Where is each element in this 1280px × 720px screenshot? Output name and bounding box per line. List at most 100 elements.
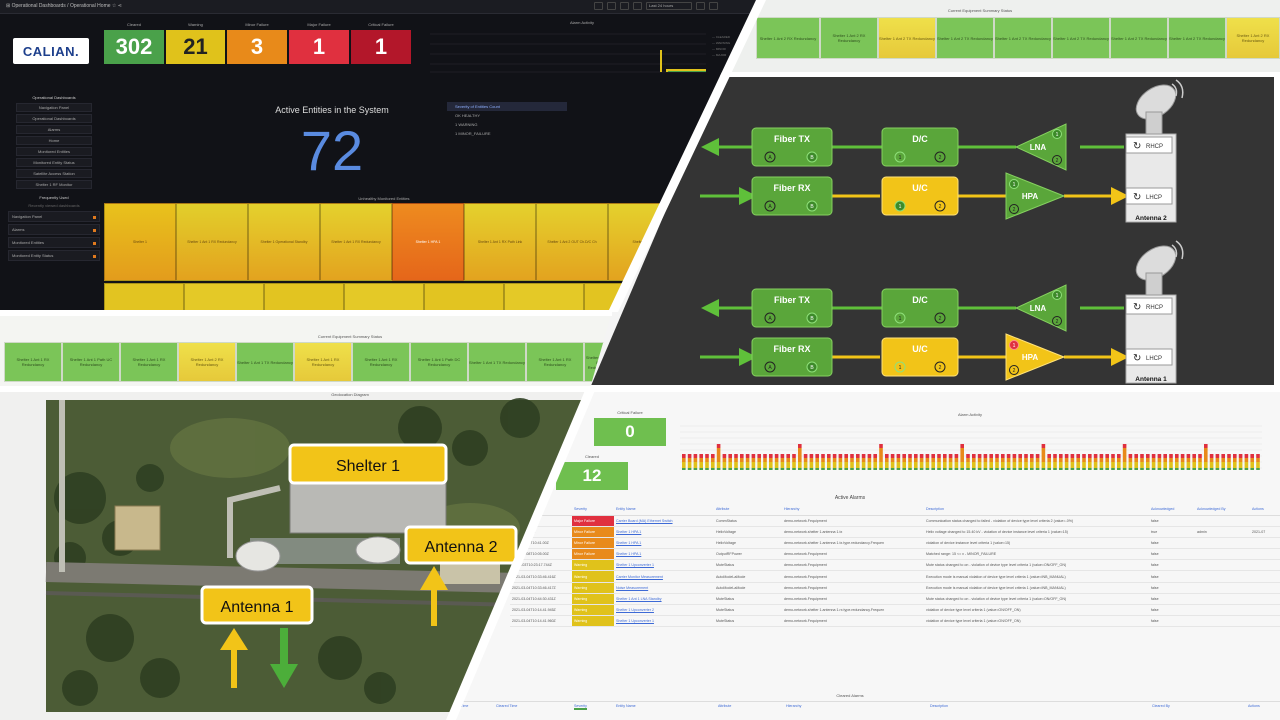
hpa-amplifier[interactable] xyxy=(1005,172,1066,220)
nav-item[interactable]: Shelter 1 RF Monitor xyxy=(16,180,92,189)
entity-name-link[interactable]: Carrier Monitor Measurement xyxy=(614,570,714,583)
uc-block[interactable] xyxy=(881,337,959,377)
summary-cell[interactable]: Shelter 1 Ant 2 RX Redundancy xyxy=(178,342,236,382)
column-header[interactable]: Hierarchy xyxy=(782,504,924,516)
heatmap-cell[interactable]: Shelter 1 Operational Standby xyxy=(248,203,320,281)
favorite-item[interactable]: Navigation Panel xyxy=(8,211,100,222)
column-header[interactable]: Cleared Time xyxy=(496,704,518,708)
table-row[interactable]: 2021-07-08T10:05.00Z Minor Failure Shelter… xyxy=(510,548,1280,561)
table-row[interactable]: 2021-03-04T10:33:46.416Z Warning Carrier M… xyxy=(510,570,1280,583)
summary-cell[interactable]: Shelter 1 Ant 1 RX Redundancy xyxy=(352,342,410,382)
tv-icon[interactable] xyxy=(633,2,642,10)
summary-cell[interactable]: Shelter 1 Ant 1 RX Redundancy xyxy=(4,342,62,382)
nav-item[interactable]: Monitored Entity Status xyxy=(16,158,92,167)
column-header[interactable]: Cleared By xyxy=(1152,704,1170,708)
table-row[interactable]: 2021-03-04T10:44:30.431Z Warning Shelter 1… xyxy=(510,593,1280,606)
nav-item[interactable]: Alarms xyxy=(16,125,92,134)
summary-cell[interactable]: Shelter 1 Ant 1 RX Redundancy xyxy=(294,342,352,382)
activity-bar xyxy=(1256,468,1260,470)
stat-critical-failure[interactable]: Critical Failure 1 xyxy=(351,20,411,66)
dc-block[interactable] xyxy=(881,288,959,328)
zoom-out-icon[interactable] xyxy=(696,2,705,10)
activity-bar xyxy=(751,468,756,470)
table-row[interactable]: 2021-07-08T10:41.00Z Minor Failure Shelter… xyxy=(510,537,1280,550)
nav-item[interactable]: Monitored Entities xyxy=(16,147,92,156)
column-header[interactable]: Acknowledged By xyxy=(1195,504,1250,516)
entity-name-link[interactable]: Shelter 1 Ant 1 LNA Standby xyxy=(614,593,714,606)
hpa-amplifier[interactable] xyxy=(1005,333,1066,381)
cleared-stat[interactable]: Cleared 12 xyxy=(556,454,628,490)
entity-name-link[interactable]: Shelter 1 Upconverter 1 xyxy=(614,559,714,572)
save-icon[interactable] xyxy=(607,2,616,10)
table-row[interactable]: 2021-03-04T10:14.41.960Z Warning Shelter 1… xyxy=(510,615,1280,628)
summary-cell[interactable]: Shelter 1 Ant 2 TX Redundancy xyxy=(878,17,936,59)
table-row[interactable]: 21-08-03T10:23:17.744Z Warning Shelter 1 U… xyxy=(510,559,1280,572)
favorite-item[interactable]: Alarms xyxy=(8,224,100,235)
entity-name-link[interactable]: Shelter 1 Upconverter 1 xyxy=(614,615,714,628)
antenna-1-label-box[interactable] xyxy=(200,585,314,625)
time-range-picker[interactable]: Last 24 hours xyxy=(646,2,692,10)
column-header[interactable]: Entity Name xyxy=(614,504,714,516)
dc-block[interactable] xyxy=(881,127,959,167)
summary-cell[interactable]: Shelter 1 Ant 2 RX Redundancy xyxy=(756,17,820,59)
favorite-item[interactable]: Monitored Entity Status xyxy=(8,250,100,261)
table-row[interactable]: 2021-03-04T10:33:46.417Z Warning Noise Mea… xyxy=(510,582,1280,594)
summary-cell[interactable]: Shelter 1 Ant 2 RX Redundancy xyxy=(820,17,878,59)
column-header[interactable]: Actions xyxy=(1250,504,1280,516)
column-header[interactable]: Severity xyxy=(574,704,587,710)
activity-bar xyxy=(885,468,889,470)
column-header[interactable]: Entity Name xyxy=(616,704,636,708)
favorite-item[interactable]: Monitored Entities xyxy=(8,237,100,248)
summary-cell[interactable]: Shelter 1 Ant 1 TX Redundancy xyxy=(236,342,294,382)
entity-name-link[interactable]: Shelter 1 HPA 1 xyxy=(614,548,714,561)
nav-item[interactable]: Satellite Access Station xyxy=(16,169,92,178)
heatmap-cell[interactable]: Shelter 1 Ant 1 RX Redundancy xyxy=(320,203,392,281)
summary-cell[interactable]: Shelter 1 Ant 1 Path DC Redundancy xyxy=(410,342,468,382)
active-alarms-title: Active Alarms xyxy=(834,495,866,501)
entity-name-link[interactable]: Shelter 1 HPA 1 xyxy=(614,526,714,538)
entity-name-link[interactable]: Shelter 1 Upconverter 2 xyxy=(614,604,714,617)
heatmap-cell[interactable]: Shelter 1 Ant 2 OUT Ch.D/C Ch xyxy=(536,203,608,281)
column-header[interactable]: Severity xyxy=(572,504,614,516)
summary-cell[interactable]: Shelter 1 Ant 2 RX Redundancy xyxy=(1226,17,1280,59)
stat-major-failure[interactable]: Major Failure 1 xyxy=(289,20,349,66)
summary-cell[interactable]: Shelter 1 Ant 1 TX Redundancy xyxy=(468,342,526,382)
nav-item[interactable]: Operational Dashboards xyxy=(16,114,92,123)
gear-icon[interactable] xyxy=(620,2,629,10)
critical-failure-stat[interactable]: Critical Failure 0 xyxy=(594,410,666,446)
activity-bar xyxy=(966,462,970,468)
heatmap-cell[interactable]: Shelter 1 Ant 1 RX Redundancy xyxy=(176,203,248,281)
summary-cell[interactable]: Shelter 1 Ant 2 TX Redundancy xyxy=(936,17,994,59)
column-header[interactable]: Acknowledged xyxy=(1149,504,1195,516)
entity-name-link[interactable]: Carrier Board (MA) Ethernet Switch xyxy=(614,515,714,527)
column-header[interactable]: Hierarchy xyxy=(786,704,802,708)
summary-cell[interactable]: Shelter 1 Ant 2 TX Redundancy xyxy=(1168,17,1226,59)
summary-cell[interactable]: Shelter 1 Ant 2 TX Redundancy xyxy=(1110,17,1168,59)
refresh-icon[interactable] xyxy=(709,2,718,10)
column-header[interactable]: Description xyxy=(930,704,948,708)
heatmap-cell[interactable]: Shelter 1 Ant 1 RX Path Link xyxy=(464,203,536,281)
entity-name-link[interactable]: Noise Measurement xyxy=(614,582,714,594)
column-header[interactable]: Attribute xyxy=(718,704,732,708)
column-header[interactable]: Description xyxy=(924,504,1149,516)
summary-cell[interactable]: Shelter 1 Ant 1 RX Redundancy xyxy=(526,342,584,382)
stat-warning[interactable]: Warning 21 xyxy=(166,20,225,66)
entity-name-link[interactable]: Shelter 1 HPA 1 xyxy=(614,537,714,550)
stat-minor-failure[interactable]: Minor Failure 3 xyxy=(227,20,287,66)
column-header[interactable]: Actions xyxy=(1248,704,1260,708)
heatmap-cell[interactable]: Shelter 1 HPA 1 xyxy=(392,203,464,281)
summary-cell[interactable]: Shelter 1 Ant 2 TX Redundancy xyxy=(994,17,1052,59)
summary-cell[interactable]: Shelter 1 Ant 1 RX Redundancy xyxy=(120,342,178,382)
nav-item[interactable]: Navigation Panel xyxy=(16,103,92,112)
summary-cell[interactable]: Shelter 1 Ant 1 Path UC Redundancy xyxy=(62,342,120,382)
add-panel-icon[interactable] xyxy=(594,2,603,10)
summary-cell[interactable]: Shelter 1 Ant 2 TX Redundancy xyxy=(1052,17,1110,59)
nav-item[interactable]: Home xyxy=(16,136,92,145)
heatmap-cell[interactable]: Shelter 1 xyxy=(104,203,176,281)
table-row[interactable]: 2021-03-04T10:14.41.945Z Warning Shelter 1… xyxy=(510,604,1280,617)
stat-cleared[interactable]: Cleared 302 xyxy=(104,20,164,66)
column-header[interactable]: Attribute xyxy=(714,504,782,516)
breadcrumb[interactable]: ⊞ Operational Dashboards / Operational H… xyxy=(6,3,122,9)
